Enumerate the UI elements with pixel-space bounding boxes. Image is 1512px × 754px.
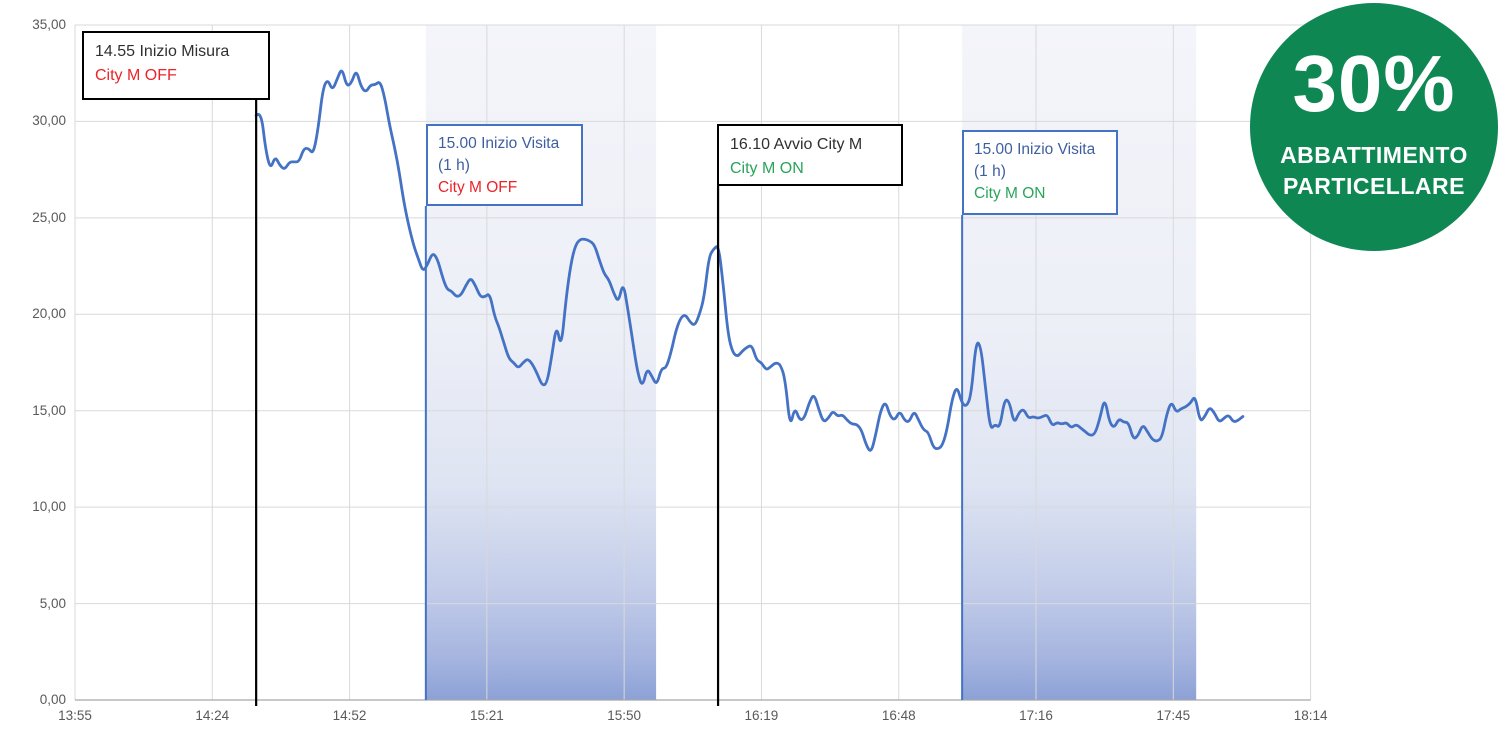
- annotation-status: City M ON: [730, 160, 804, 177]
- badge-text-line2: PARTICELLARE: [1283, 173, 1465, 199]
- badge-text-line1: ABBATTIMENTO: [1280, 142, 1468, 168]
- annotation-status: City M ON: [974, 185, 1046, 202]
- annotation-inizio-misura: 14.55 Inizio Misura City M OFF: [82, 31, 270, 100]
- annotation-avvio-city-m: 16.10 Avvio City M City M ON: [717, 124, 903, 186]
- annotation-status: City M OFF: [438, 179, 518, 196]
- event-lines: [255, 100, 720, 706]
- pm-data-line: [254, 69, 1245, 452]
- visit-region: [962, 25, 1197, 700]
- annotation-duration: (1 h): [438, 157, 470, 174]
- annotation-duration: (1 h): [974, 163, 1006, 180]
- annotation-title: 16.10 Avvio City M: [730, 136, 863, 153]
- annotation-status: City M OFF: [95, 67, 177, 84]
- reduction-percentage: 30%: [1292, 39, 1456, 128]
- annotation-title: 15.00 Inizio Visita: [974, 141, 1096, 158]
- region-anchor-lines: [424, 206, 964, 700]
- reduction-badge: 30% ABBATTIMENTO PARTICELLARE: [1250, 3, 1498, 251]
- gridlines: [74, 24, 1312, 701]
- annotation-title: 14.55 Inizio Misura: [95, 43, 230, 60]
- pm-series-line: [254, 69, 1245, 452]
- annotation-title: 15.00 Inizio Visita: [438, 135, 560, 152]
- annotation-inizio-visita-1: 15.00 Inizio Visita (1 h) City M OFF: [426, 124, 583, 206]
- annotation-inizio-visita-2: 15.00 Inizio Visita (1 h) City M ON: [962, 130, 1118, 215]
